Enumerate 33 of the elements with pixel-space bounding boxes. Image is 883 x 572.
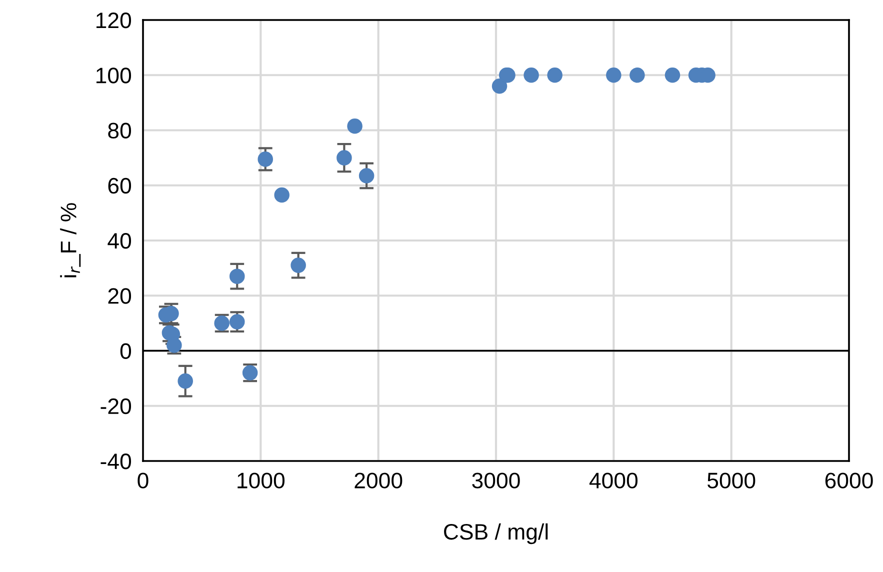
x-axis-title: CSB / mg/l bbox=[444, 523, 548, 544]
x-tick-label: 1000 bbox=[238, 472, 285, 488]
x-tick-label: 6000 bbox=[825, 472, 873, 488]
y-tick-label: -20 bbox=[100, 398, 132, 414]
y-tick-label: -40 bbox=[100, 454, 132, 470]
point bbox=[347, 118, 362, 134]
point bbox=[229, 314, 245, 330]
point bbox=[274, 187, 290, 203]
point bbox=[630, 67, 645, 83]
point bbox=[178, 373, 193, 389]
y-tick-label: 60 bbox=[108, 178, 132, 194]
y-tick-label: 120 bbox=[96, 12, 132, 28]
point bbox=[606, 67, 622, 83]
point bbox=[492, 78, 508, 94]
y-tick-label: 40 bbox=[108, 233, 132, 249]
point bbox=[358, 168, 374, 184]
x-tick-label: 3000 bbox=[472, 472, 520, 488]
point bbox=[258, 152, 274, 167]
x-tick-label: 5000 bbox=[708, 472, 756, 488]
point bbox=[336, 150, 352, 166]
y-axis-title: i$_{r}$_F / % bbox=[60, 203, 81, 278]
point bbox=[290, 258, 306, 273]
point bbox=[229, 268, 245, 284]
y-tick-label: 20 bbox=[108, 288, 132, 304]
point bbox=[664, 67, 680, 83]
point bbox=[524, 67, 539, 83]
x-tick-label: 4000 bbox=[589, 472, 638, 488]
y-tick-label: 100 bbox=[96, 68, 132, 84]
y-tick-label: 80 bbox=[108, 122, 132, 139]
x-tick-label: 0 bbox=[138, 472, 148, 488]
point bbox=[547, 67, 562, 83]
y-tick-label: 0 bbox=[120, 343, 132, 360]
x-tick-label: 2000 bbox=[354, 472, 402, 488]
